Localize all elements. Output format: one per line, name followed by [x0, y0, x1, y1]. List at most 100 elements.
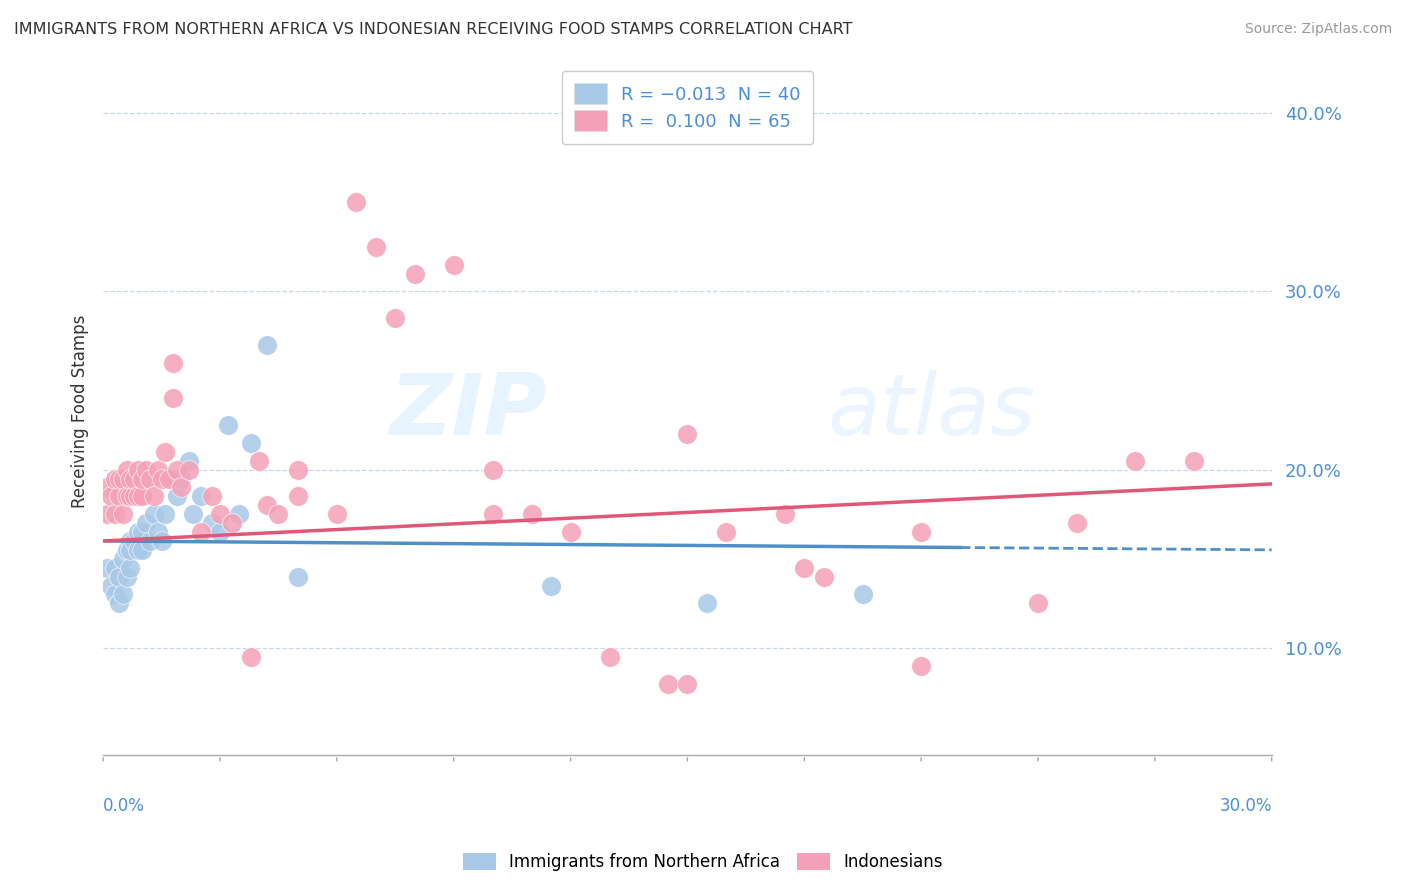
Point [120, 472, 142, 486]
Point [201, 489, 224, 503]
Point [256, 338, 278, 352]
Point [344, 195, 367, 210]
Point [162, 392, 184, 406]
Point [127, 463, 149, 477]
Point [104, 507, 127, 521]
Point [599, 649, 621, 664]
Point [676, 676, 699, 690]
Point [657, 676, 679, 690]
Point [560, 524, 582, 539]
Point [287, 569, 309, 583]
Point [404, 267, 426, 281]
Point [100, 489, 122, 503]
Point [115, 489, 138, 503]
Point [247, 454, 270, 468]
Text: 30.0%: 30.0% [1219, 797, 1271, 814]
Point [676, 427, 699, 442]
Point [111, 507, 134, 521]
Point [326, 507, 349, 521]
Point [190, 489, 212, 503]
Point [256, 498, 278, 512]
Point [127, 542, 149, 557]
Point [146, 524, 169, 539]
Point [540, 578, 562, 592]
Point [131, 472, 153, 486]
Text: 0.0%: 0.0% [103, 797, 145, 814]
Point [100, 578, 122, 592]
Point [120, 489, 142, 503]
Point [135, 463, 157, 477]
Point [120, 533, 142, 548]
Point [107, 569, 129, 583]
Point [115, 569, 138, 583]
Point [287, 489, 309, 503]
Point [696, 596, 718, 610]
Point [120, 560, 142, 574]
Text: atlas: atlas [828, 370, 1036, 453]
Point [1066, 516, 1088, 530]
Point [131, 489, 153, 503]
Point [139, 533, 162, 548]
Point [481, 463, 503, 477]
Point [124, 489, 146, 503]
Point [852, 587, 875, 601]
Point [120, 542, 142, 557]
Point [96, 560, 118, 574]
Point [111, 551, 134, 566]
Point [104, 560, 127, 574]
Point [190, 524, 212, 539]
Point [177, 454, 200, 468]
Point [166, 489, 188, 503]
Point [287, 463, 309, 477]
Point [217, 418, 239, 433]
Point [111, 587, 134, 601]
Point [1125, 454, 1147, 468]
Point [124, 472, 146, 486]
Point [107, 596, 129, 610]
Point [208, 507, 231, 521]
Point [107, 489, 129, 503]
Point [131, 542, 153, 557]
Point [139, 472, 162, 486]
Point [146, 463, 169, 477]
Text: IMMIGRANTS FROM NORTHERN AFRICA VS INDONESIAN RECEIVING FOOD STAMPS CORRELATION : IMMIGRANTS FROM NORTHERN AFRICA VS INDON… [14, 22, 852, 37]
Point [177, 463, 200, 477]
Point [1026, 596, 1049, 610]
Point [124, 533, 146, 548]
Point [111, 472, 134, 486]
Point [170, 472, 193, 486]
Point [115, 542, 138, 557]
Point [157, 472, 180, 486]
Point [221, 516, 243, 530]
Point [162, 472, 184, 486]
Text: Source: ZipAtlas.com: Source: ZipAtlas.com [1244, 22, 1392, 37]
Point [267, 507, 290, 521]
Point [127, 524, 149, 539]
Point [155, 445, 177, 459]
Point [150, 533, 173, 548]
Point [364, 240, 387, 254]
Point [162, 356, 184, 370]
Y-axis label: Receiving Food Stamps: Receiving Food Stamps [72, 315, 89, 508]
Point [155, 507, 177, 521]
Point [716, 524, 738, 539]
Point [104, 472, 127, 486]
Point [773, 507, 796, 521]
Point [142, 489, 165, 503]
Point [135, 516, 157, 530]
Point [181, 507, 204, 521]
Point [208, 524, 231, 539]
Point [520, 507, 543, 521]
Point [910, 524, 932, 539]
Point [142, 507, 165, 521]
Point [96, 507, 118, 521]
Point [127, 489, 149, 503]
Point [201, 516, 224, 530]
Point [166, 463, 188, 477]
Point [813, 569, 835, 583]
Point [104, 587, 127, 601]
Point [150, 472, 173, 486]
Point [481, 507, 503, 521]
Point [115, 463, 138, 477]
Point [240, 436, 263, 450]
